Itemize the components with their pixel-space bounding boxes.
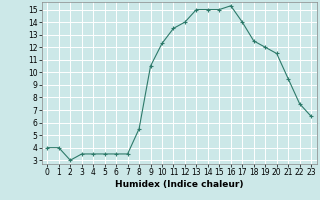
X-axis label: Humidex (Indice chaleur): Humidex (Indice chaleur) (115, 180, 244, 189)
